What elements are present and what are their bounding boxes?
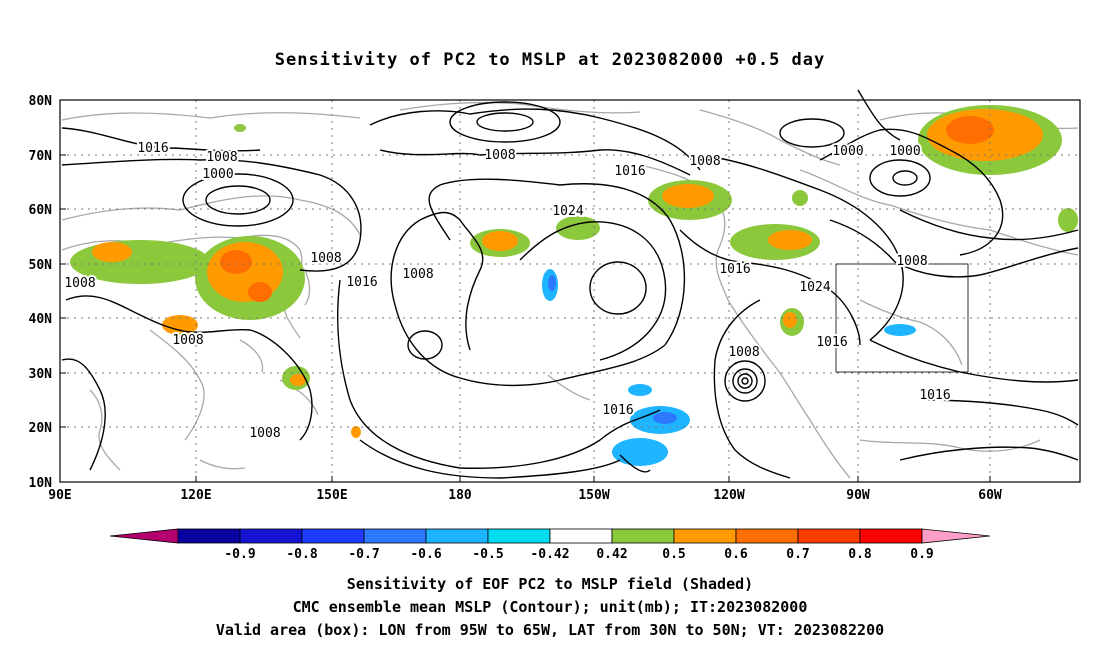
contour-label: 1016 [919, 388, 950, 403]
colorbar-label: 0.9 [910, 547, 933, 562]
lat-label: 20N [29, 421, 53, 436]
contour-label: 1008 [896, 254, 927, 269]
mslp-contours [61, 89, 1079, 479]
lon-label: 90E [48, 488, 71, 503]
colorbar-segment [177, 528, 241, 544]
colorbar-label: 0.8 [848, 547, 872, 562]
colorbar-labels: -0.9 -0.8 -0.7 -0.6 -0.5 -0.42 0.42 0.5 0.6 0.7 0.… [224, 547, 933, 562]
lon-label: 120W [713, 488, 744, 503]
lat-label: 50N [29, 258, 53, 273]
colorbar-segment [611, 528, 675, 544]
contour-label: 1008 [64, 276, 95, 291]
colorbar-segment [859, 528, 923, 544]
contour-label: 1016 [602, 403, 633, 418]
colorbar-segment [301, 528, 365, 544]
colorbar-label: -0.5 [472, 547, 503, 562]
contour-label: 1008 [689, 154, 720, 169]
lon-label: 150E [316, 488, 347, 503]
contour-label: 1008 [310, 251, 341, 266]
colorbar-label: 0.42 [596, 547, 627, 562]
contour-label: 1024 [552, 204, 583, 219]
lon-label: 150W [578, 488, 609, 503]
axis-ticks [60, 99, 991, 483]
colorbar-label: -0.42 [530, 547, 569, 562]
colorbar-segment [735, 528, 799, 544]
colorbar-segment [549, 528, 613, 544]
lat-label: 40N [29, 312, 53, 327]
colorbar [109, 528, 991, 544]
lon-label: 60W [978, 488, 1002, 503]
contour-label: 1008 [728, 345, 759, 360]
colorbar-segment [363, 528, 427, 544]
latitude-labels: 80N 70N 60N 50N 40N 30N 20N 10N [29, 94, 53, 491]
contour-label: 1016 [346, 275, 377, 290]
colorbar-label: -0.7 [348, 547, 379, 562]
colorbar-arrow-high [921, 528, 991, 544]
colorbar-segment [425, 528, 489, 544]
contour-label: 1016 [719, 262, 750, 277]
contour-label: 1008 [249, 426, 280, 441]
colorbar-label: -0.6 [410, 547, 441, 562]
colorbar-segment [797, 528, 861, 544]
colorbar-label: -0.9 [224, 547, 255, 562]
graticule [60, 100, 1080, 482]
contour-label: 1000 [889, 144, 920, 159]
colorbar-label: 0.7 [786, 547, 809, 562]
lat-label: 60N [29, 203, 53, 218]
lat-label: 30N [29, 367, 53, 382]
longitude-labels: 90E 120E 150E 180 150W 120W 90W 60W [48, 488, 1002, 503]
lon-label: 180 [448, 488, 472, 503]
contour-label: 1008 [402, 267, 433, 282]
colorbar-label: 0.6 [724, 547, 748, 562]
contour-label: 1000 [832, 144, 863, 159]
footer-line-2: CMC ensemble mean MSLP (Contour); unit(m… [292, 598, 808, 616]
valid-area-box [835, 263, 969, 373]
colorbar-arrow-low [109, 528, 179, 544]
contour-label: 1008 [484, 148, 515, 163]
colorbar-segment [239, 528, 303, 544]
contour-label: 1008 [172, 333, 203, 348]
sensitivity-shading [70, 105, 1078, 466]
lon-label: 120E [180, 488, 211, 503]
contour-label: 1008 [206, 150, 237, 165]
colorbar-segment [673, 528, 737, 544]
sensitivity-map: 1016 1008 1000 1008 1024 1016 1008 1016 … [29, 89, 1081, 562]
lon-label: 90W [846, 488, 870, 503]
lat-label: 10N [29, 476, 53, 491]
contour-label: 1016 [816, 335, 847, 350]
contour-label: 1024 [799, 280, 830, 295]
footer-line-1: Sensitivity of EOF PC2 to MSLP field (Sh… [346, 575, 754, 593]
lat-label: 80N [29, 94, 53, 109]
contour-label: 1016 [614, 164, 645, 179]
colorbar-label: -0.8 [286, 547, 317, 562]
contour-labels: 1016 1008 1000 1008 1024 1016 1008 1016 … [62, 139, 952, 443]
footer-line-3: Valid area (box): LON from 95W to 65W, L… [215, 621, 885, 639]
colorbar-label: 0.5 [662, 547, 685, 562]
map-plot-area: 1016 1008 1000 1008 1024 1016 1008 1016 … [59, 89, 1081, 483]
contour-label: 1016 [137, 141, 168, 156]
page-title: Sensitivity of PC2 to MSLP at 2023082000… [274, 50, 826, 70]
colorbar-segment [487, 528, 551, 544]
contour-label: 1000 [202, 167, 233, 182]
lat-label: 70N [29, 149, 53, 164]
